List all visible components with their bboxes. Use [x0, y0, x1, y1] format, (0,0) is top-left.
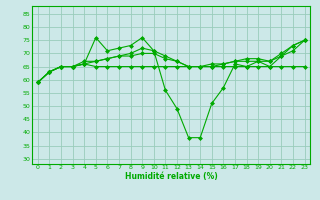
- X-axis label: Humidité relative (%): Humidité relative (%): [125, 172, 218, 181]
